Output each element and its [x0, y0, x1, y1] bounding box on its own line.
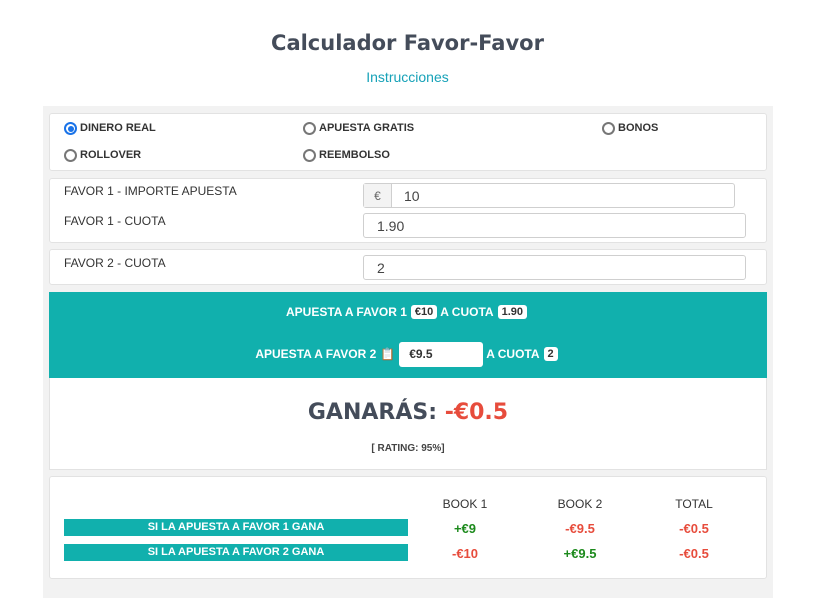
radio-rollover[interactable]: ROLLOVER	[64, 147, 141, 162]
radio-bonos[interactable]: BONOS	[602, 120, 658, 135]
radio-unselected-icon	[303, 122, 316, 135]
outcome-row1-label: SI LA APUESTA A FAVOR 1 GANA	[64, 519, 408, 536]
bet2-amount-field[interactable]: €9.5	[399, 341, 484, 367]
profit-value: -€0.5	[444, 400, 509, 425]
favor1-stake-input-group: € 10	[363, 183, 735, 208]
rating-text: [ RATING: 95%]	[371, 443, 445, 454]
radio-label: REEMBOLSO	[319, 148, 390, 161]
outcome-row1-book2: -€9.5	[565, 521, 595, 536]
radio-label: ROLLOVER	[80, 148, 142, 161]
clipboard-icon[interactable]: 📋	[380, 347, 396, 361]
mode-card	[49, 113, 767, 171]
radio-dinero-real[interactable]: DINERO REAL	[64, 120, 156, 135]
result-card: GANARÁS: -€0.5 [ RATING: 95%]	[49, 378, 767, 470]
radio-apuesta-gratis[interactable]: APUESTA GRATIS	[303, 120, 414, 135]
profit-label: GANARÁS:	[307, 400, 438, 425]
outcome-row2-total: -€0.5	[679, 546, 709, 561]
radio-unselected-icon	[64, 149, 77, 162]
col-header-total: TOTAL	[675, 497, 713, 511]
bet1-summary-row: APUESTA A FAVOR 1 €10 A CUOTA 1.90	[49, 303, 767, 321]
page-title: Calculador Favor-Favor	[271, 31, 544, 55]
instructions-link[interactable]: Instrucciones	[366, 69, 449, 85]
favor1-stake-input[interactable]: 10	[404, 187, 420, 204]
outcome-row2-book2: +€9.5	[563, 546, 597, 561]
radio-unselected-icon	[303, 149, 316, 162]
bet-summary-band: APUESTA A FAVOR 1 €10 A CUOTA 1.90 APUES…	[49, 292, 767, 378]
bet1-amount-chip: €10	[410, 305, 438, 319]
radio-label: APUESTA GRATIS	[319, 121, 415, 134]
bet2-odds-label: A CUOTA	[486, 347, 540, 361]
radio-label: BONOS	[618, 121, 659, 134]
favor2-odds-label: FAVOR 2 - CUOTA	[64, 256, 166, 270]
radio-label: DINERO REAL	[80, 121, 156, 134]
favor1-stake-label: FAVOR 1 - IMPORTE APUESTA	[64, 184, 237, 198]
outcome-row2-book1: -€10	[451, 546, 479, 561]
bet2-label: APUESTA A FAVOR 2	[255, 347, 377, 361]
outcome-row1-book1: +€9	[453, 521, 477, 536]
bet1-odds-chip: 1.90	[497, 305, 527, 319]
col-header-book1: BOOK 1	[442, 497, 488, 511]
radio-reembolso[interactable]: REEMBOLSO	[303, 147, 390, 162]
radio-unselected-icon	[602, 122, 615, 135]
bet2-odds-chip: 2	[543, 347, 558, 361]
col-header-book2: BOOK 2	[557, 497, 603, 511]
euro-icon: €	[364, 184, 392, 207]
bet1-odds-label: A CUOTA	[440, 305, 494, 319]
profit-heading: GANARÁS: -€0.5	[50, 400, 766, 425]
bet1-label: APUESTA A FAVOR 1	[285, 305, 407, 319]
radio-selected-icon	[64, 122, 77, 135]
outcome-row2-label: SI LA APUESTA A FAVOR 2 GANA	[64, 544, 408, 561]
bet2-summary-row: APUESTA A FAVOR 2 📋 €9.5 A CUOTA 2	[49, 341, 767, 367]
favor1-odds-label: FAVOR 1 - CUOTA	[64, 214, 166, 228]
outcome-row1-total: -€0.5	[679, 521, 709, 536]
favor1-odds-input[interactable]: 1.90	[363, 213, 746, 238]
favor2-odds-input[interactable]: 2	[363, 255, 746, 280]
